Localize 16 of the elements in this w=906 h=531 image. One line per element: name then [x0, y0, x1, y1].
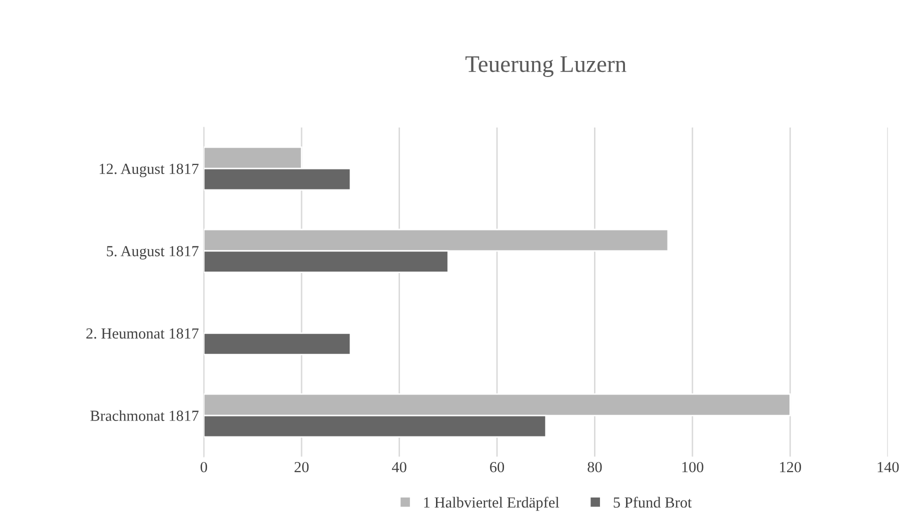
x-tick-label: 0 — [200, 462, 208, 472]
x-tick-label: 60 — [490, 462, 504, 472]
bar — [204, 332, 352, 356]
x-tick-label: 120 — [780, 462, 802, 472]
x-tick-label: 140 — [878, 462, 899, 472]
x-tick-label: 40 — [392, 462, 406, 472]
legend-label: 5 Pfund Brot — [614, 496, 692, 508]
y-tick-label: Brachmonat 1817 — [90, 410, 199, 421]
chart-title: Teuerung Luzern — [466, 56, 626, 77]
x-tick-label: 80 — [588, 462, 602, 472]
y-tick-label: 5. August 1817 — [106, 246, 199, 260]
x-tick-label: 100 — [682, 462, 704, 472]
y-tick-label: 2. Heumonat 1817 — [86, 328, 199, 339]
legend-label: 1 Halbviertel Erdäpfel — [424, 496, 560, 511]
x-tick-label: 20 — [294, 462, 309, 472]
y-tick-label: 12. August 1817 — [100, 164, 199, 178]
